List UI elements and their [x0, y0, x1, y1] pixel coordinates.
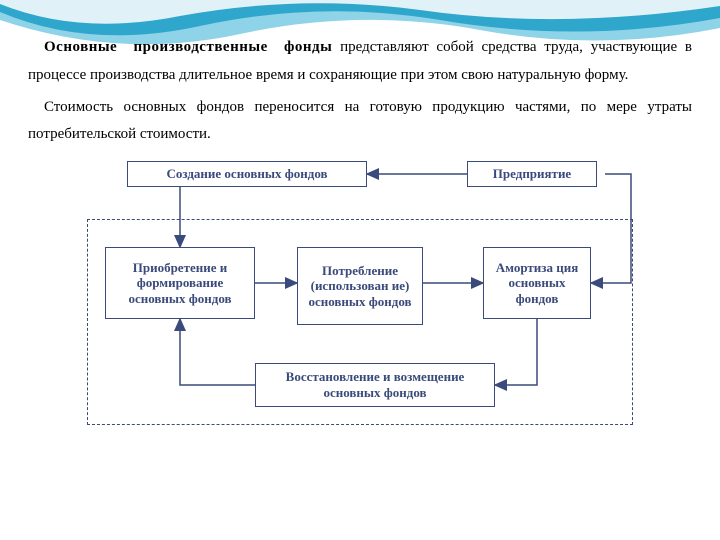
bold-term: Основные производственные фонды — [44, 39, 332, 55]
node-amort: Амортиза ция основных фондов — [483, 247, 591, 319]
node-enterprise: Предприятие — [467, 161, 597, 187]
slide-content: Основные производственные фонды представ… — [0, 0, 720, 437]
paragraph-1: Основные производственные фонды представ… — [28, 34, 692, 90]
node-restore: Восстановление и возмещение основных фон… — [255, 363, 495, 407]
node-acquire: Приобретение и формирование основных фон… — [105, 247, 255, 319]
node-consume: Потребление (использован ие) основных фо… — [297, 247, 423, 325]
paragraph-2: Стоимость основных фондов переносится на… — [28, 94, 692, 150]
node-creation: Создание основных фондов — [127, 161, 367, 187]
flowchart-diagram: Создание основных фондов Предприятие Приоб… — [75, 157, 645, 437]
